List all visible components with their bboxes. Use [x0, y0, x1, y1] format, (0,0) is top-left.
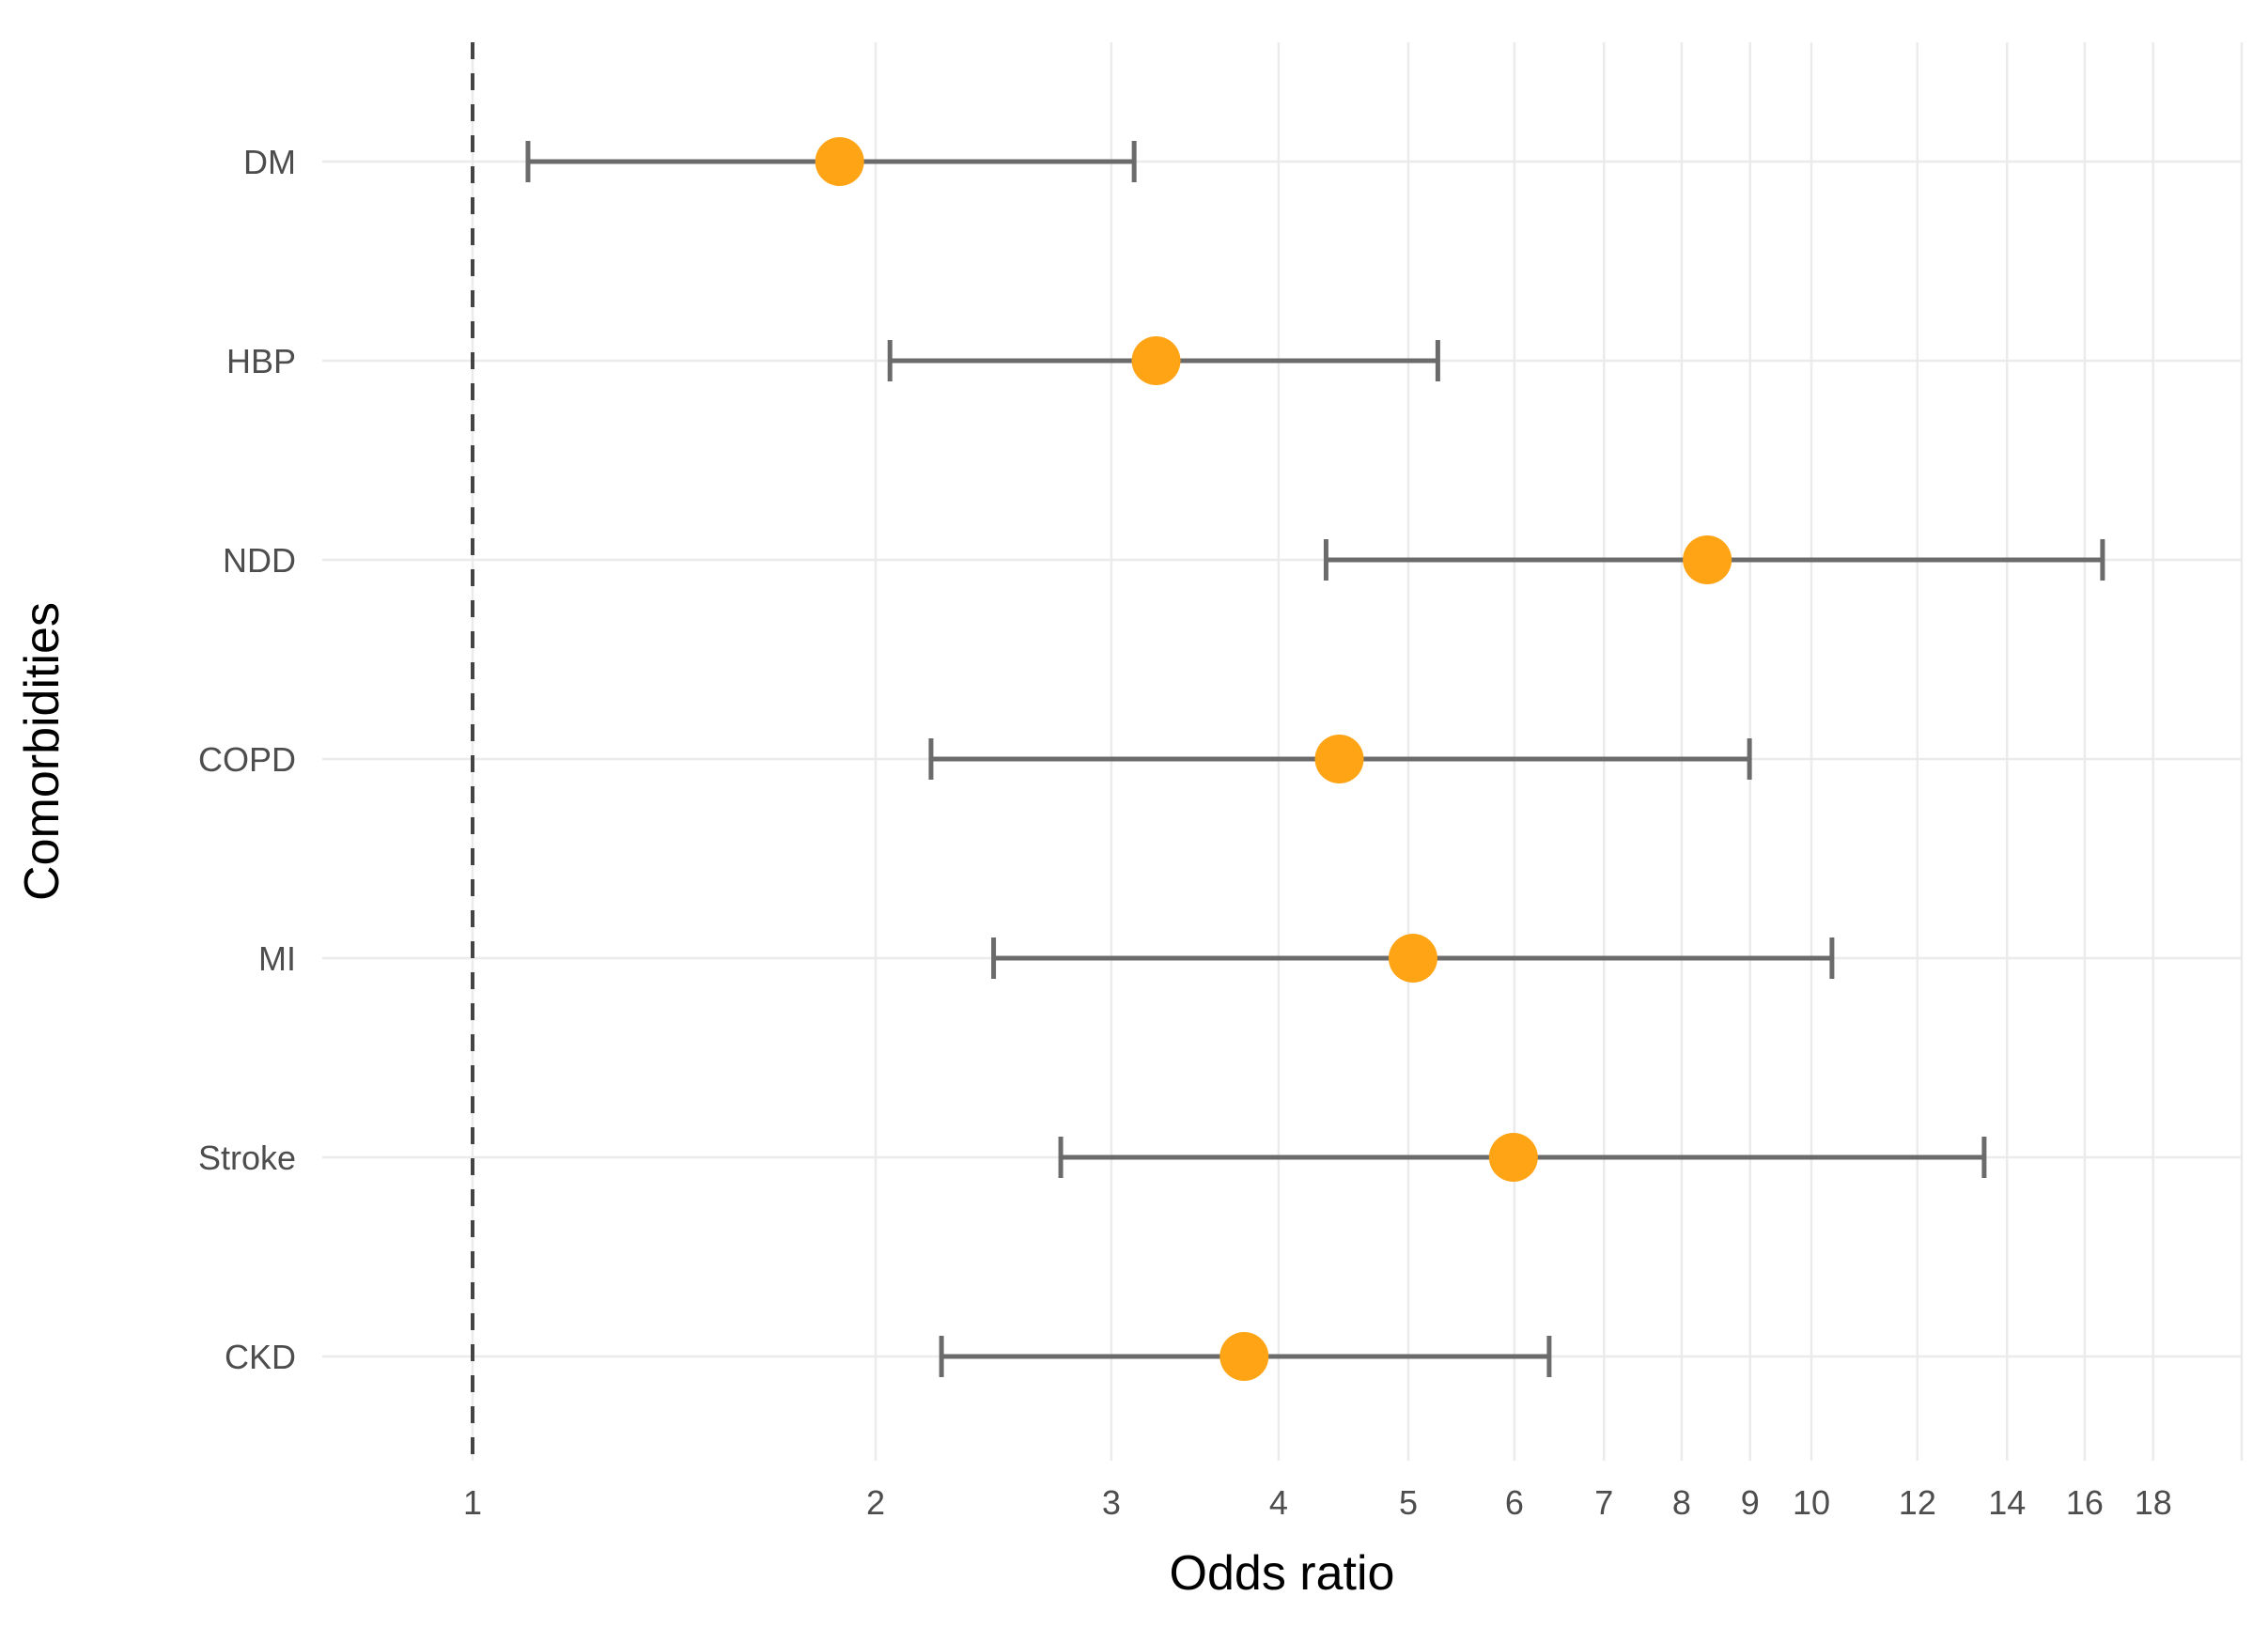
x-tick-label: 3 [1102, 1483, 1121, 1522]
point-marker [1683, 535, 1732, 584]
x-tick-label: 9 [1741, 1483, 1760, 1522]
x-tick-label: 18 [2135, 1483, 2172, 1522]
category-label: HBP [226, 342, 296, 380]
category-label: COPD [198, 740, 296, 779]
x-tick-label: 1 [463, 1483, 482, 1522]
x-tick-label: 14 [1988, 1483, 2026, 1522]
point-marker [1131, 336, 1181, 385]
category-label: Stroke [198, 1139, 296, 1177]
x-tick-label: 8 [1672, 1483, 1691, 1522]
x-tick-label: 5 [1399, 1483, 1418, 1522]
y-axis-title: Comorbidities [15, 602, 70, 901]
category-label: CKD [225, 1338, 296, 1376]
x-tick-label: 4 [1269, 1483, 1288, 1522]
x-tick-label: 12 [1899, 1483, 1936, 1522]
point-marker [1488, 1133, 1538, 1182]
category-label: NDD [223, 541, 296, 580]
category-label: MI [258, 939, 296, 978]
point-marker [1219, 1332, 1269, 1381]
x-tick-label: 10 [1793, 1483, 1830, 1522]
x-tick-label: 16 [2066, 1483, 2104, 1522]
point-marker [1314, 735, 1364, 783]
category-label: DM [243, 143, 296, 181]
x-tick-label: 6 [1505, 1483, 1524, 1522]
point-marker [1388, 934, 1437, 983]
x-tick-label: 7 [1594, 1483, 1613, 1522]
x-tick-label: 2 [866, 1483, 885, 1522]
point-marker [815, 137, 864, 186]
x-axis-title: Odds ratio [1170, 1546, 1395, 1601]
